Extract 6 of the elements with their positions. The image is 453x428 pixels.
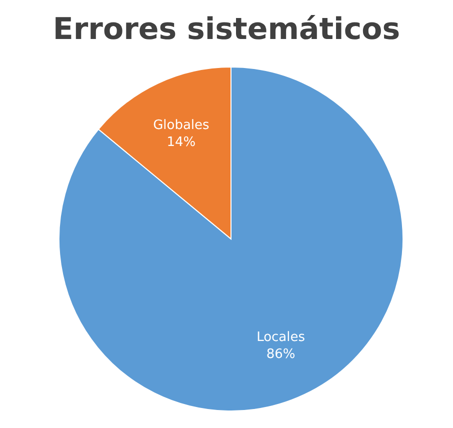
slice-label: Locales <box>256 330 306 345</box>
slice-label: Globales <box>153 118 210 134</box>
data-label: 14% <box>166 135 196 150</box>
chart-title: Errores sistemáticos <box>52 11 402 49</box>
pie-slice <box>58 66 404 412</box>
data-label: 86% <box>266 346 296 362</box>
